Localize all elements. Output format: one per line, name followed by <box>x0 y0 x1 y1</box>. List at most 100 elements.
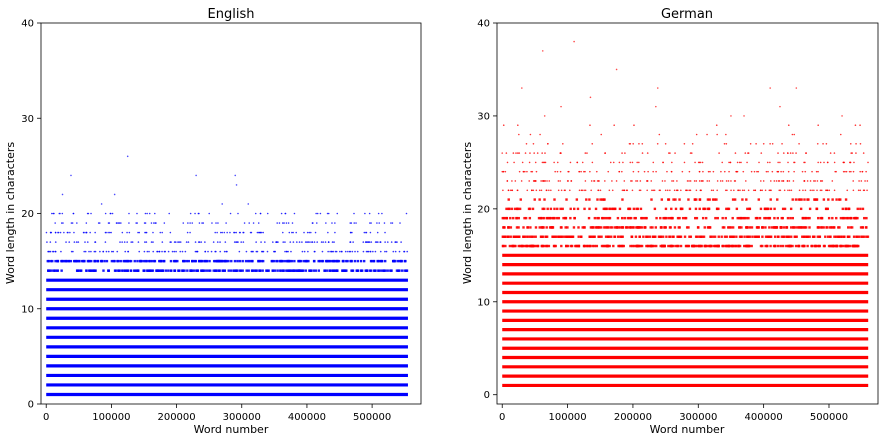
german-point <box>712 189 715 192</box>
german-point <box>518 170 521 173</box>
english-point <box>253 269 257 272</box>
german-point <box>513 161 515 164</box>
english-x-tick-label: 100000 <box>92 412 130 423</box>
english-point <box>130 241 133 243</box>
german-point <box>708 226 712 229</box>
german-point <box>653 207 657 211</box>
german-point <box>540 235 543 238</box>
german-point <box>552 216 555 220</box>
german-point <box>702 170 704 173</box>
german-point <box>533 152 535 154</box>
english-length-15-points <box>46 259 407 263</box>
german-point <box>542 161 545 164</box>
german-point <box>710 244 713 248</box>
german-point <box>588 235 591 238</box>
english-point <box>68 241 71 243</box>
english-point <box>295 231 298 234</box>
english-point <box>320 241 323 243</box>
german-point <box>782 152 785 154</box>
german-point <box>835 216 838 220</box>
english-point <box>395 241 397 243</box>
english-point <box>291 222 294 224</box>
german-point <box>598 235 601 238</box>
english-point <box>184 250 187 253</box>
german-point <box>733 189 735 192</box>
english-point <box>79 269 82 272</box>
german-outlier-point <box>521 87 523 89</box>
english-point <box>386 269 389 272</box>
german-point <box>550 189 552 192</box>
english-point <box>200 259 203 263</box>
german-point <box>646 235 649 238</box>
german-point <box>517 152 519 154</box>
english-point <box>189 269 192 272</box>
english-point <box>156 250 159 253</box>
german-point <box>580 170 582 173</box>
english-point <box>286 259 289 263</box>
english-point <box>120 222 122 224</box>
english-point <box>262 250 265 253</box>
german-point <box>620 244 624 248</box>
german-point <box>516 189 519 192</box>
english-point <box>150 241 153 243</box>
german-point <box>648 235 652 238</box>
english-point <box>395 269 399 272</box>
german-y-tick-label: 20 <box>477 204 490 215</box>
english-x-tick-label: 400000 <box>288 412 326 423</box>
english-point <box>297 269 300 272</box>
english-point <box>384 250 386 253</box>
english-point <box>182 222 185 224</box>
english-point <box>384 259 387 263</box>
german-point <box>775 180 778 182</box>
german-point <box>849 143 852 145</box>
german-point <box>846 244 849 248</box>
english-point <box>116 222 118 224</box>
german-point <box>592 226 595 229</box>
english-point <box>298 241 301 243</box>
english-point <box>219 250 222 253</box>
english-point <box>124 250 127 253</box>
german-point <box>652 189 655 192</box>
english-point <box>168 212 171 215</box>
english-point <box>90 212 92 215</box>
german-point <box>523 235 526 238</box>
german-point <box>706 244 710 248</box>
german-point <box>738 235 742 238</box>
english-point <box>207 269 210 272</box>
english-point <box>161 241 164 243</box>
english-point <box>405 212 408 215</box>
german-point <box>561 207 564 211</box>
english-point <box>342 259 345 263</box>
german-point <box>595 244 599 248</box>
english-point <box>137 241 140 243</box>
german-point <box>726 189 728 192</box>
german-point <box>512 235 515 238</box>
german-outlier-point <box>655 105 657 108</box>
german-point <box>619 226 622 229</box>
german-point <box>623 180 626 182</box>
german-point <box>825 226 828 229</box>
english-point <box>308 269 312 272</box>
german-point <box>602 244 605 248</box>
english-point <box>365 231 368 234</box>
english-point <box>158 269 161 272</box>
english-point <box>65 241 67 243</box>
german-point <box>733 198 737 201</box>
english-point <box>265 269 268 272</box>
german-point <box>744 152 747 154</box>
german-point <box>662 161 664 164</box>
german-point <box>806 180 809 182</box>
english-point <box>214 259 217 263</box>
german-point <box>621 235 624 238</box>
german-point <box>857 189 860 192</box>
german-point <box>822 226 825 229</box>
german-point <box>604 180 606 182</box>
english-point <box>350 231 352 234</box>
english-point <box>339 250 341 253</box>
german-point <box>803 161 805 164</box>
english-point <box>365 250 368 253</box>
german-point <box>790 235 793 238</box>
english-point <box>216 241 219 243</box>
english-point <box>307 241 310 243</box>
english-point <box>223 269 227 272</box>
